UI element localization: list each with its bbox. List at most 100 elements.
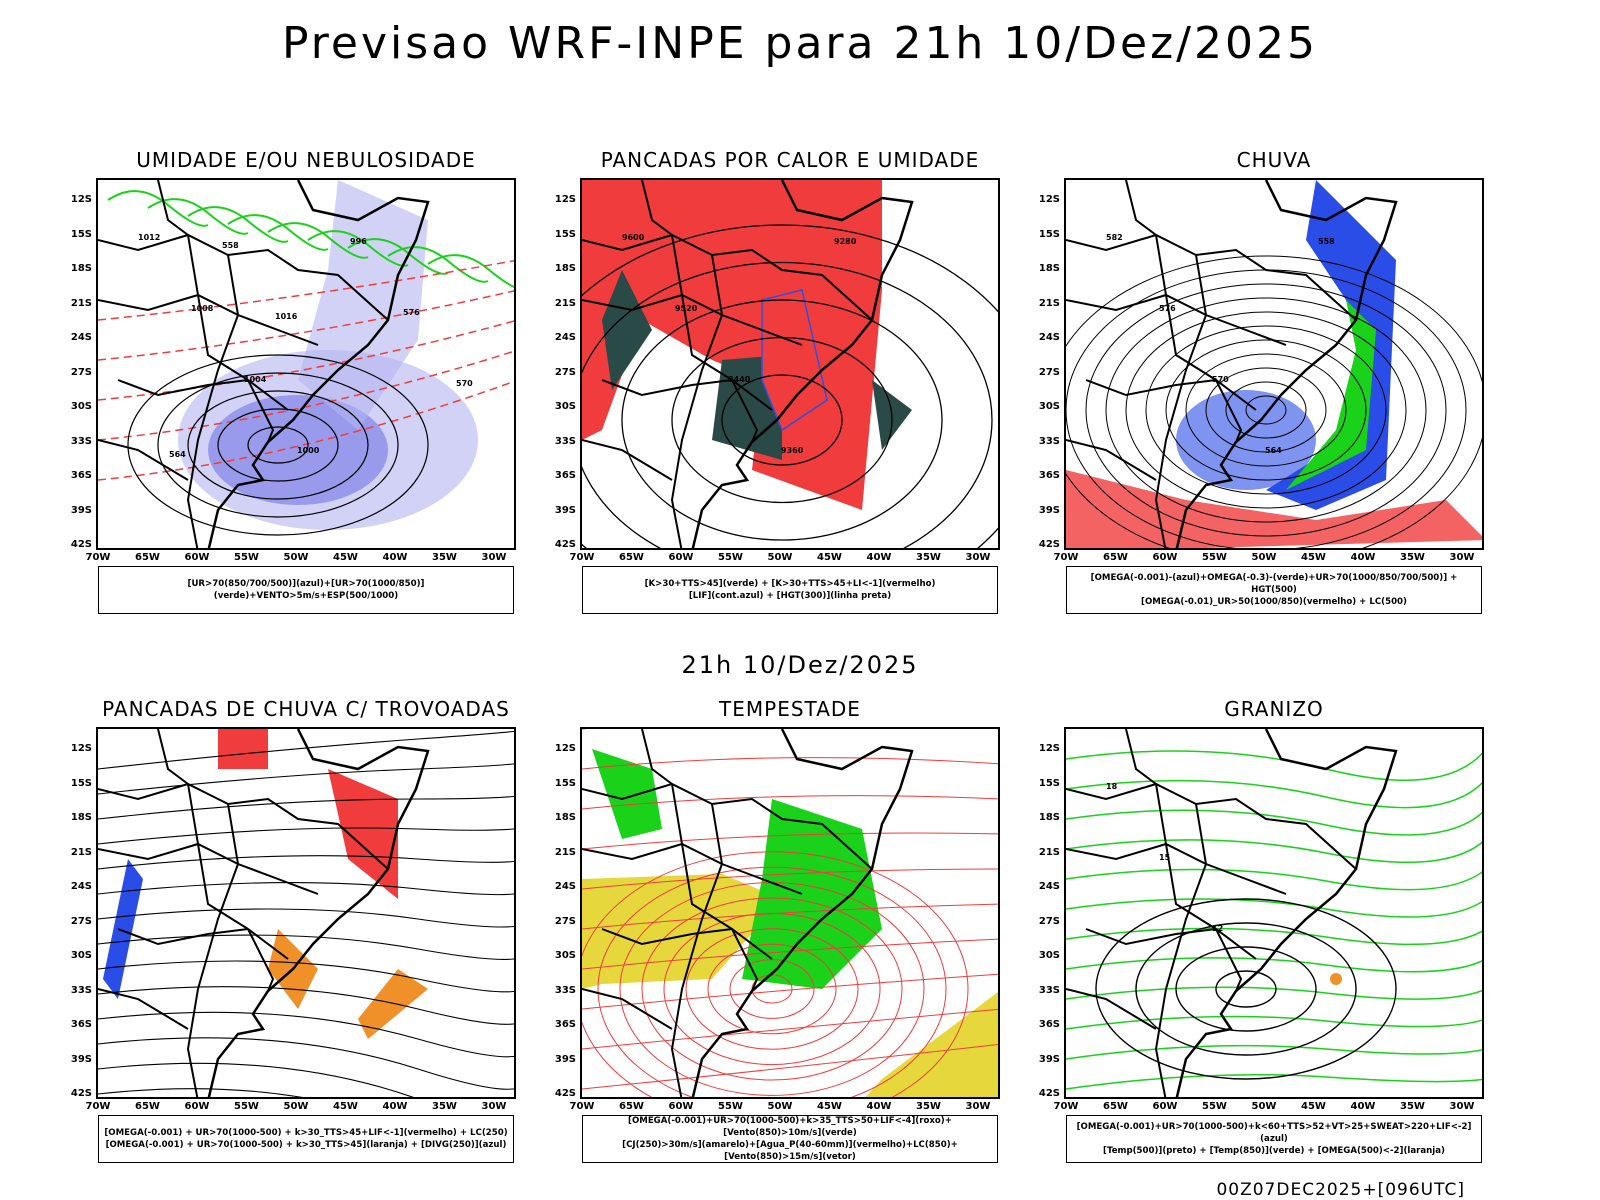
latitude-label: 21S [70,297,92,309]
latitude-label: 30S [1038,950,1060,961]
caption-line: [OMEGA(-0.001) + UR>70(1000-500) + k>30_… [105,1140,507,1150]
panel-caption: [OMEGA(-0.001)-(azul)+OMEGA(-0.3)-(verde… [1066,566,1482,614]
longitude-label: 55W [718,1101,743,1112]
latitude-label: 36S [70,470,92,481]
longitude-label: 65W [619,552,644,563]
longitude-label: 30W [1449,1101,1475,1112]
contour-label: 996 [350,237,367,246]
latitude-label: 15S [70,228,92,240]
panel-title: PANCADAS DE CHUVA C/ TROVOADAS [102,697,510,721]
forecast-map [580,727,1000,1099]
longitude-label: 65W [1103,1101,1128,1112]
longitude-label: 60W [1152,1101,1178,1112]
contour-label: 576 [1159,304,1176,313]
longitude-label: 70W [1053,1101,1079,1112]
latitude-label: 12S [70,194,92,205]
latitude-label: 18S [70,263,92,274]
latitude-label: 36S [1038,1019,1060,1030]
contour-label: 9360 [781,446,804,455]
longitude-label: 65W [619,1101,644,1112]
latitude-label: 21S [554,297,576,309]
longitude-label: 30W [965,1101,991,1112]
longitude-label: 45W [333,552,358,563]
contour-label: 558 [1318,237,1335,246]
run-info-label: 00Z07DEC2025+[096UTC] [1216,1180,1465,1200]
contour-label: 576 [403,308,420,317]
longitude-label: 45W [1301,1101,1326,1112]
latitude-label: 18S [1038,263,1060,274]
longitude-label: 35W [916,1101,941,1112]
caption-line: [OMEGA(-0.001)+UR>70(1000-500)+k>35_TTS>… [628,1116,952,1138]
contour-label: 9520 [675,304,698,313]
panel-caption: [OMEGA(-0.001)+UR>70(1000-500)+k<60+TTS>… [1066,1115,1482,1163]
panel-caption: [K>30+TTS>45](verde) + [K>30+TTS>45+LI<-… [582,566,998,614]
latitude-label: 30S [1038,401,1060,412]
longitude-label: 50W [1251,552,1277,563]
forecast-map [96,727,516,1099]
longitude-label: 60W [184,552,210,563]
latitude-label: 42S [70,1088,92,1099]
contour-label: 9600 [622,233,645,242]
longitude-label: 35W [916,552,941,563]
longitude-label: 60W [184,1101,210,1112]
latitude-label: 30S [70,950,92,961]
panel-title: UMIDADE E/OU NEBULOSIDADE [136,148,476,172]
contour-label: 1000 [297,446,320,455]
longitude-label: 60W [668,1101,694,1112]
latitude-label: 39S [1038,504,1060,516]
latitude-label: 39S [554,504,576,516]
latitude-label: 36S [1038,470,1060,481]
latitude-label: 15S [70,777,92,789]
latitude-label: 21S [1038,297,1060,309]
longitude-label: 30W [481,552,507,563]
latitude-label: 39S [70,1053,92,1065]
longitude-label: 70W [569,552,595,563]
latitude-label: 30S [70,401,92,412]
latitude-label: 18S [1038,812,1060,823]
latitude-label: 24S [1038,332,1060,343]
latitude-label: 12S [554,743,576,754]
longitude-label: 40W [1350,1101,1376,1112]
contour-label: 570 [1212,375,1229,384]
contour-label: 564 [1265,446,1282,455]
latitude-label: 24S [70,332,92,343]
forecast-map: 1012 1008 1004 1000 996 576 570 564 558 1016 [96,178,516,550]
longitude-label: 65W [1103,552,1128,563]
latitude-label: 12S [554,194,576,205]
latitude-label: 42S [554,1088,576,1099]
contour-label: 9280 [834,237,857,246]
panel-caption: [UR>70(850/700/500)](azul)+[UR>70(1000/8… [98,566,514,614]
contour-label: 15 [1159,853,1171,862]
longitude-label: 55W [234,552,259,563]
longitude-label: 45W [1301,552,1326,563]
latitude-label: 39S [1038,1053,1060,1065]
longitude-label: 35W [1400,552,1425,563]
contour-label: 1008 [191,304,214,313]
contour-label: 1004 [244,375,267,384]
latitude-label: 27S [70,915,92,927]
latitude-label: 24S [70,881,92,892]
caption-line: [UR>70(850/700/500)](azul)+[UR>70(1000/8… [187,579,425,601]
longitude-label: 35W [1400,1101,1425,1112]
latitude-label: 27S [70,366,92,378]
latitude-label: 18S [70,812,92,823]
contour-label: 18 [1106,782,1118,791]
latitude-label: 42S [1038,1088,1060,1099]
caption-line: [Temp(500)](preto) + [Temp(850)](verde) … [1103,1146,1445,1156]
latitude-label: 18S [554,263,576,274]
longitude-label: 30W [481,1101,507,1112]
latitude-label: 27S [1038,915,1060,927]
longitude-label: 45W [333,1101,358,1112]
longitude-label: 50W [1251,1101,1277,1112]
panel-caption: [OMEGA(-0.001) + UR>70(1000-500) + k>30_… [98,1115,514,1163]
map-graphic: 582 576 570 564 558 [1066,180,1482,548]
panel-title: GRANIZO [1224,697,1324,721]
panel-title: CHUVA [1236,148,1312,172]
longitude-label: 40W [866,1101,892,1112]
map-graphic [582,729,998,1097]
caption-line: [OMEGA(-0.001) + UR>70(1000-500) + k>30_… [104,1128,508,1138]
map-graphic [98,729,514,1097]
contour-label: 558 [222,241,239,250]
longitude-label: 55W [234,1101,259,1112]
caption-line: [CJ(250)>30m/s](amarelo)+[Agua_P(40-60mm… [622,1140,958,1162]
